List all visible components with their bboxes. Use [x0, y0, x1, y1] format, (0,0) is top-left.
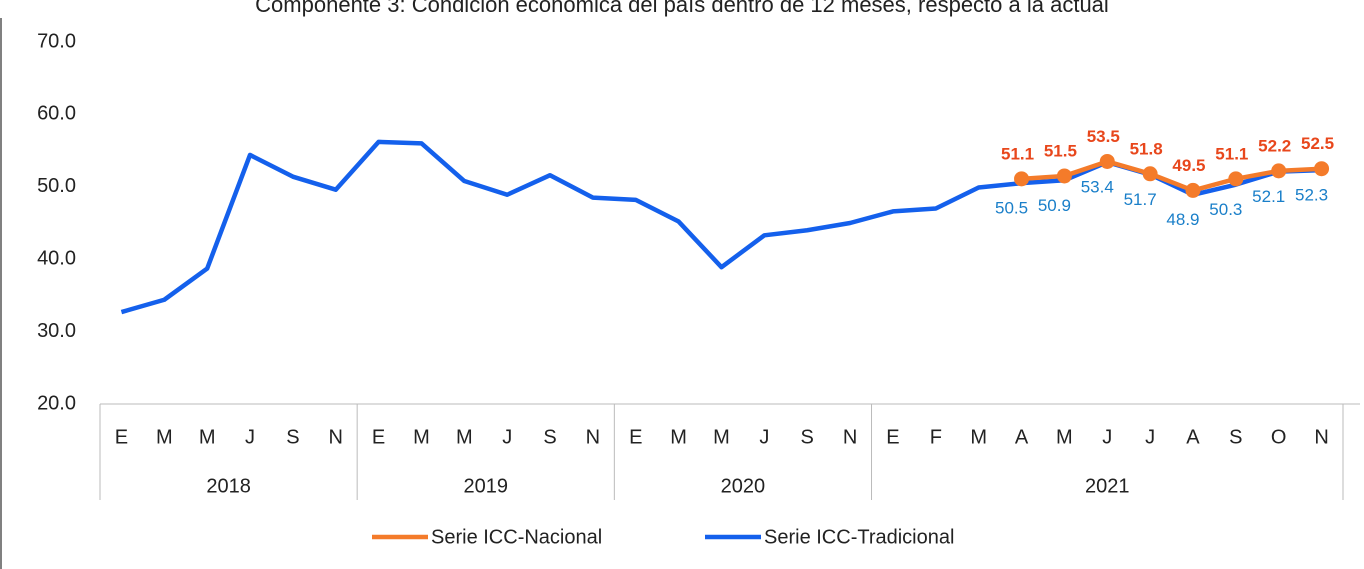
value-label: 53.4	[1081, 178, 1114, 197]
legend-label: Serie ICC-Nacional	[431, 526, 602, 548]
x-tick-label: E	[629, 426, 642, 448]
value-label: 50.3	[1209, 200, 1242, 219]
x-tick-label: S	[543, 426, 556, 448]
x-tick-label: S	[286, 426, 299, 448]
value-label: 53.5	[1087, 127, 1120, 146]
x-tick-label: N	[1314, 426, 1328, 448]
x-tick-label: J	[502, 426, 512, 448]
value-label: 52.5	[1301, 134, 1334, 153]
chart-title: Componente 3: Condición económica del pa…	[255, 0, 1109, 17]
x-tick-label: M	[670, 426, 687, 448]
y-tick-label: 40.0	[37, 247, 76, 269]
x-tick-label: O	[1271, 426, 1287, 448]
x-tick-label: N	[843, 426, 857, 448]
x-group-label: 2021	[1085, 475, 1130, 497]
x-tick-label: M	[1056, 426, 1073, 448]
value-label: 52.1	[1252, 187, 1285, 206]
value-label: 52.3	[1295, 186, 1328, 205]
x-tick-label: A	[1186, 426, 1200, 448]
x-tick-label: M	[199, 426, 216, 448]
x-tick-label: M	[413, 426, 430, 448]
x-tick-label: J	[245, 426, 255, 448]
y-tick-label: 50.0	[37, 175, 76, 197]
x-tick-label: M	[713, 426, 730, 448]
x-tick-label: J	[1102, 426, 1112, 448]
y-tick-label: 30.0	[37, 320, 76, 342]
point-marker	[1271, 163, 1287, 179]
value-label: 51.5	[1044, 141, 1077, 160]
point-marker	[1099, 153, 1115, 169]
point-marker	[1014, 171, 1030, 187]
value-label: 51.1	[1215, 144, 1248, 163]
value-label: 51.8	[1130, 139, 1163, 158]
value-label: 48.9	[1166, 210, 1199, 229]
x-tick-label: M	[156, 426, 173, 448]
x-tick-label: F	[930, 426, 942, 448]
x-tick-label: J	[759, 426, 769, 448]
x-group-label: 2020	[721, 475, 766, 497]
y-tick-label: 20.0	[37, 392, 76, 414]
legend-label: Serie ICC-Tradicional	[764, 526, 954, 548]
x-tick-label: S	[801, 426, 814, 448]
x-group-label: 2019	[464, 475, 509, 497]
point-marker	[1314, 161, 1330, 177]
x-tick-label: J	[1145, 426, 1155, 448]
x-tick-label: M	[970, 426, 987, 448]
x-tick-label: A	[1015, 426, 1029, 448]
point-marker	[1228, 171, 1244, 187]
x-tick-label: M	[456, 426, 473, 448]
x-tick-label: E	[372, 426, 385, 448]
value-label: 51.7	[1124, 190, 1157, 209]
value-label: 52.2	[1258, 136, 1291, 155]
x-tick-label: N	[329, 426, 343, 448]
point-marker	[1185, 182, 1201, 198]
value-label: 51.1	[1001, 144, 1034, 163]
x-tick-label: S	[1229, 426, 1242, 448]
y-tick-label: 70.0	[37, 30, 76, 52]
x-tick-label: E	[886, 426, 899, 448]
x-tick-label: E	[115, 426, 128, 448]
x-group-label: 2018	[206, 475, 251, 497]
point-marker	[1142, 166, 1158, 182]
x-tick-label: N	[586, 426, 600, 448]
value-label: 49.5	[1172, 156, 1205, 175]
value-label: 50.5	[995, 199, 1028, 218]
y-tick-label: 60.0	[37, 103, 76, 125]
value-label: 50.9	[1038, 196, 1071, 215]
point-marker	[1056, 168, 1072, 184]
series-line	[120, 139, 1322, 315]
